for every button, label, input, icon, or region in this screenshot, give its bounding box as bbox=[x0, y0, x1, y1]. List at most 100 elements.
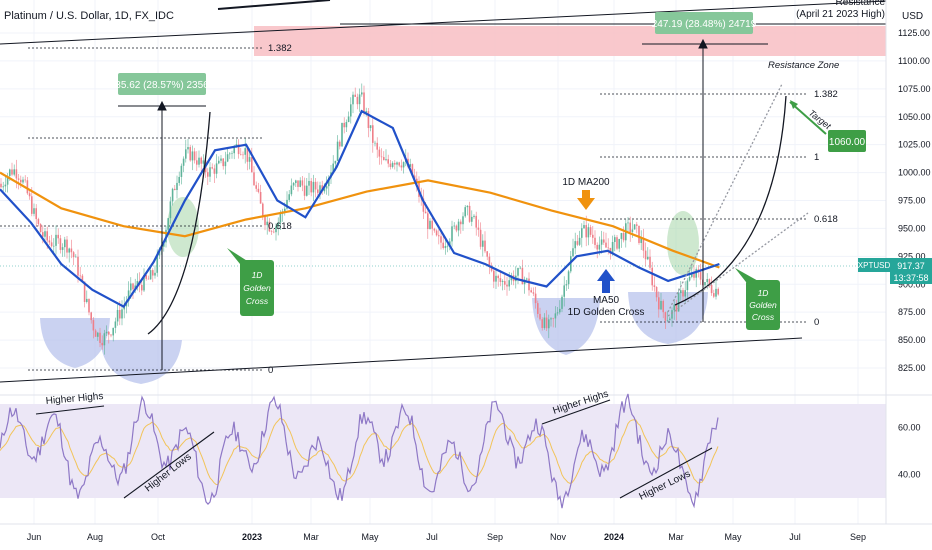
candle-body bbox=[314, 181, 317, 190]
candle-body bbox=[649, 256, 651, 268]
candle-body bbox=[552, 318, 554, 319]
candle-body bbox=[222, 158, 224, 167]
candle-body bbox=[4, 184, 7, 187]
candle-body bbox=[653, 285, 656, 288]
candle-body bbox=[114, 321, 117, 328]
time-tick: Jun bbox=[27, 532, 42, 542]
candle-body bbox=[42, 232, 44, 237]
candle-body bbox=[94, 330, 97, 337]
candle-body bbox=[116, 310, 119, 322]
candle-body bbox=[475, 215, 477, 228]
fib-left-1382-label: 1.382 bbox=[268, 43, 292, 54]
golden-cross-text-1a: Golden bbox=[243, 283, 271, 293]
symbol-title[interactable]: Platinum / U.S. Dollar, 1D, FX_IDC bbox=[4, 10, 174, 22]
measure-left-arrow bbox=[157, 100, 167, 111]
candle-body bbox=[213, 168, 216, 174]
candle-body bbox=[185, 149, 187, 159]
candle-body bbox=[361, 92, 363, 95]
candle-body bbox=[345, 122, 348, 128]
candle-body bbox=[675, 304, 678, 312]
candle-body bbox=[440, 236, 442, 243]
candle-body bbox=[86, 298, 88, 302]
price-tick: 925.00 bbox=[898, 251, 926, 261]
candle-body bbox=[310, 180, 312, 193]
candle-body bbox=[482, 240, 484, 247]
candle-body bbox=[226, 154, 229, 162]
candle-body bbox=[585, 225, 587, 238]
fib-right-0-label: 0 bbox=[814, 317, 819, 328]
candle-body bbox=[88, 298, 90, 313]
candle-body bbox=[218, 160, 220, 164]
candle-body bbox=[215, 163, 218, 174]
candle-body bbox=[24, 179, 26, 181]
candle-body bbox=[396, 162, 398, 165]
candle-body bbox=[508, 280, 510, 287]
candle-body bbox=[385, 159, 387, 161]
candle-body bbox=[517, 268, 519, 276]
rsi-hl-left bbox=[123, 431, 215, 499]
rsi-tick: 40.00 bbox=[898, 470, 921, 480]
candle-body bbox=[662, 300, 664, 313]
time-tick: May bbox=[361, 532, 379, 542]
candle-body bbox=[380, 156, 383, 158]
candle-body bbox=[237, 144, 240, 155]
candle-body bbox=[112, 327, 114, 336]
candle-body bbox=[554, 313, 557, 319]
candle-body bbox=[453, 225, 455, 227]
candle-body bbox=[713, 293, 715, 297]
golden-cross-oval-1 bbox=[167, 197, 199, 257]
ma200-marker: 1D MA200 bbox=[562, 177, 610, 210]
candle-body bbox=[273, 231, 275, 233]
price-tick: 1000.00 bbox=[898, 168, 931, 178]
candle-body bbox=[400, 165, 403, 168]
candle-body bbox=[105, 331, 108, 334]
time-tick: Jul bbox=[789, 532, 801, 542]
candle-body bbox=[526, 278, 528, 280]
candle-body bbox=[22, 179, 24, 183]
golden-cross-text-2a: Golden bbox=[749, 300, 777, 310]
candle-body bbox=[262, 203, 264, 217]
candle-body bbox=[6, 175, 9, 185]
time-tick: Aug bbox=[87, 532, 103, 542]
rsi-band bbox=[0, 404, 886, 498]
time-tick: Sep bbox=[487, 532, 503, 542]
ma50-marker: MA50 1D Golden Cross bbox=[568, 269, 644, 318]
candle-body bbox=[288, 194, 290, 200]
candle-body bbox=[17, 178, 20, 180]
candle-body bbox=[46, 231, 48, 241]
fib-right-1-label: 1 bbox=[814, 152, 819, 163]
candle-body bbox=[275, 226, 277, 233]
price-tick: 1125.00 bbox=[898, 28, 930, 38]
candle-body bbox=[15, 169, 18, 179]
candle-body bbox=[332, 163, 334, 173]
arc-left bbox=[147, 111, 211, 335]
candle-body bbox=[35, 208, 37, 220]
currency-label[interactable]: USD bbox=[902, 11, 924, 22]
candle-body bbox=[347, 116, 350, 123]
candle-body bbox=[640, 237, 642, 243]
candle-body bbox=[193, 151, 196, 161]
candle-body bbox=[50, 242, 53, 247]
resistance-zone-label: Resistance Zone bbox=[768, 60, 839, 71]
candle-body bbox=[537, 303, 539, 314]
time-tick: Oct bbox=[151, 532, 166, 542]
candle-body bbox=[658, 297, 660, 310]
candle-body bbox=[651, 267, 653, 286]
candle-body bbox=[207, 172, 209, 177]
candle-body bbox=[211, 167, 213, 169]
candle-body bbox=[550, 318, 552, 320]
candle-body bbox=[242, 154, 244, 156]
candle-body bbox=[548, 319, 550, 329]
candle-body bbox=[39, 224, 42, 233]
candle-body bbox=[83, 281, 86, 302]
candle-body bbox=[607, 247, 609, 249]
candle-body bbox=[391, 162, 394, 167]
candle-body bbox=[378, 149, 381, 157]
ticker-badge bbox=[858, 258, 890, 272]
candle-body bbox=[402, 162, 405, 168]
candle-body bbox=[110, 334, 112, 336]
candle-body bbox=[99, 332, 101, 343]
candle-body bbox=[592, 234, 594, 238]
measure-lines bbox=[118, 38, 768, 370]
candle-body bbox=[673, 304, 675, 311]
